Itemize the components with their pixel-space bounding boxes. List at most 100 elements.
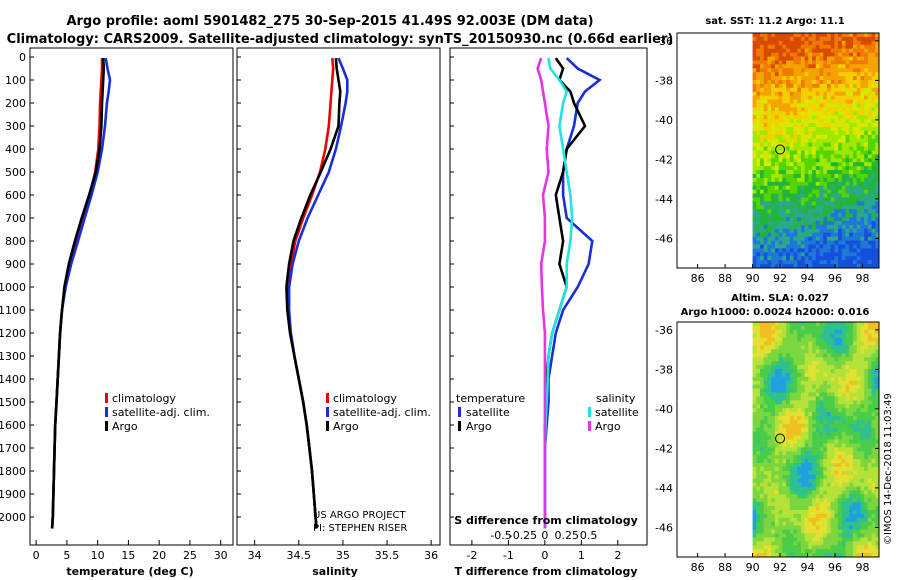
map-cell (760, 365, 765, 370)
map-cell (767, 213, 772, 218)
map-cell (823, 158, 828, 163)
map-cell (760, 451, 765, 456)
map-cell (778, 217, 783, 222)
map-cell (752, 388, 757, 393)
map-cell (782, 443, 787, 448)
map-cell (756, 470, 761, 476)
map-cell (771, 213, 776, 218)
map-cell (823, 376, 828, 382)
map-cell (841, 455, 846, 460)
map-cell (812, 541, 817, 546)
map-cell (867, 115, 872, 120)
map-cell (804, 553, 809, 558)
map-cell (774, 533, 780, 538)
map-cell (845, 123, 850, 128)
map-cell (867, 541, 872, 546)
map-cell (778, 107, 783, 112)
map-cell (819, 252, 824, 257)
map-cell (860, 541, 865, 546)
map-cell (793, 510, 798, 515)
map-cell (808, 146, 813, 151)
map-cell (838, 56, 843, 61)
map-cell (804, 201, 809, 206)
map-cell (800, 154, 806, 159)
map-cell (871, 494, 876, 499)
map-cell (826, 490, 832, 495)
map-cell (864, 87, 869, 93)
map-cell (804, 264, 809, 269)
map-cell (849, 91, 854, 97)
map-cell (778, 72, 783, 77)
map-cell (841, 517, 846, 523)
map-cell (852, 189, 858, 194)
map-cell (778, 419, 783, 425)
map-cell (867, 482, 872, 487)
map-cell (760, 170, 765, 175)
map-cell (852, 162, 858, 167)
map-cell (774, 345, 780, 350)
series-line-temperature-satellite (543, 57, 602, 529)
map-cell (830, 541, 835, 546)
map-cell (860, 44, 865, 50)
legend-swatch-argo (326, 421, 329, 431)
map-cell (808, 408, 813, 413)
map-cell (871, 412, 876, 417)
map-cell (789, 264, 794, 269)
map-cell (804, 44, 809, 50)
map-cell (867, 545, 872, 550)
map-cell (875, 451, 880, 456)
map-cell (767, 333, 772, 339)
map-cell (845, 170, 850, 175)
map-cell (852, 463, 858, 468)
map-cell (778, 404, 783, 409)
map-cell (856, 244, 861, 249)
map-cell (849, 83, 854, 89)
map-cell (752, 256, 757, 261)
map-cell (793, 380, 798, 386)
map-cell (767, 111, 772, 116)
map-cell (834, 193, 839, 198)
map-cell (834, 380, 839, 386)
map-cell (797, 228, 802, 234)
map-cell (871, 193, 876, 198)
map-cell (786, 201, 791, 206)
map-cell (767, 170, 772, 175)
map-cell (841, 205, 846, 210)
map-cell (752, 166, 757, 171)
map-cell (834, 95, 839, 100)
map-cell (752, 435, 757, 440)
map-cell (793, 217, 798, 222)
map-cell (838, 103, 843, 108)
map-cell (797, 388, 802, 393)
map-cell (875, 459, 880, 464)
map-cell (752, 134, 757, 140)
map-cell (864, 365, 869, 370)
map-cell (808, 376, 813, 382)
map-cell (760, 357, 765, 362)
map-cell (763, 127, 768, 132)
map-cell (871, 443, 876, 448)
map-cell (800, 372, 806, 378)
map-cell (867, 525, 872, 530)
map-cell (875, 463, 880, 468)
map-cell (834, 478, 839, 483)
map-cell (812, 127, 817, 132)
map-cell (830, 478, 835, 483)
map-cell (760, 443, 765, 448)
map-cell (838, 236, 843, 241)
map-cell (782, 408, 787, 413)
map-cell (793, 240, 798, 245)
map-cell (763, 181, 768, 187)
map-cell (752, 127, 757, 132)
map-cell (819, 197, 824, 202)
map-cell (860, 72, 865, 77)
map-cell (760, 506, 765, 511)
map-cell (812, 372, 817, 378)
map-cell (808, 68, 813, 73)
map-cell (760, 325, 765, 331)
map-cell (860, 451, 865, 456)
map-cell (819, 435, 824, 440)
map-cell (789, 166, 794, 171)
map-cell (838, 256, 843, 261)
map-cell (778, 99, 783, 104)
